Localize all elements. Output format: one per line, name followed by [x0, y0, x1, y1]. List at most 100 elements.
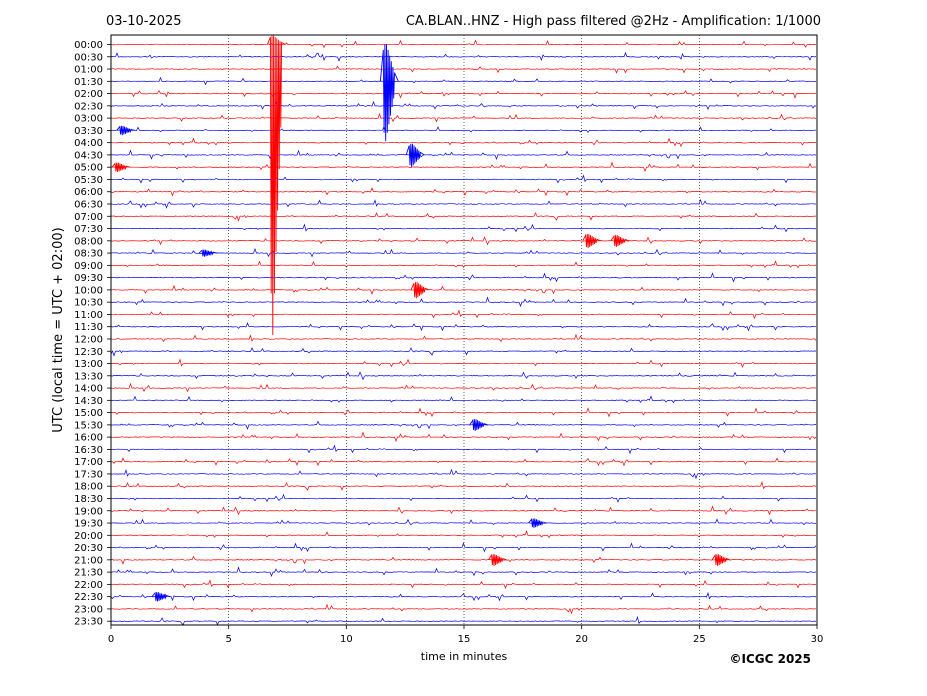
trace-row-0600 [110, 187, 817, 197]
y-tick-label-0800: 08:00 [74, 236, 103, 247]
trace-group [110, 35, 817, 626]
trace-row-1930 [110, 518, 817, 526]
y-tick-label-1900: 19:00 [74, 506, 103, 517]
trace-row-1600 [110, 431, 817, 442]
y-tick-label-1130: 11:30 [74, 322, 103, 333]
y-tick-label-1730: 17:30 [74, 469, 103, 480]
copyright-label: ©ICGC 2025 [729, 652, 811, 666]
y-tick-label-2130: 21:30 [74, 568, 103, 579]
trace-row-1000 [110, 284, 817, 295]
y-tick-label-0230: 02:30 [74, 101, 103, 112]
trace-row-0030 [110, 51, 817, 62]
trace-row-1900 [110, 505, 817, 516]
trace-row-2330 [110, 616, 817, 626]
trace-row-1700 [110, 457, 817, 467]
chart-date: 03-10-2025 [106, 14, 182, 29]
x-axis-label: time in minutes [421, 650, 508, 663]
trace-row-2230 [110, 591, 817, 602]
trace-row-2030 [110, 542, 817, 553]
y-tick-label-1000: 10:00 [74, 285, 103, 296]
event-spike-3 [111, 162, 131, 173]
trace-row-1130 [110, 322, 817, 332]
trace-row-2100 [110, 555, 817, 565]
grid-group [228, 35, 700, 625]
trace-row-1230 [110, 347, 817, 357]
y-tick-label-1400: 14:00 [74, 384, 103, 395]
trace-row-0000 [110, 39, 817, 49]
trace-row-1800 [110, 481, 817, 491]
y-tick-label-1300: 13:00 [74, 359, 103, 370]
trace-row-0300 [110, 112, 817, 123]
trace-row-1200 [110, 333, 817, 343]
y-tick-label-1700: 17:00 [74, 457, 103, 468]
trace-row-2130 [110, 566, 817, 577]
event-spike-7 [198, 249, 218, 257]
event-spike-10 [528, 518, 547, 528]
trace-row-0430 [110, 149, 817, 160]
trace-row-1100 [110, 309, 817, 320]
y-tick-label-0030: 00:30 [74, 52, 103, 63]
y-tick-label-1800: 18:00 [74, 482, 103, 493]
y-tick-label-0100: 01:00 [74, 65, 103, 76]
event-spike-2 [116, 125, 135, 136]
event-spike-4 [405, 143, 425, 167]
trace-row-0730 [110, 223, 817, 233]
event-spike-6 [610, 234, 630, 247]
y-tick-label-0600: 06:00 [74, 187, 103, 198]
y-tick-label-0300: 03:00 [74, 114, 103, 125]
trace-row-2200 [110, 579, 817, 590]
y-tick-label-0700: 07:00 [74, 212, 103, 223]
x-tick-label-30: 30 [811, 634, 824, 645]
trace-row-1030 [110, 296, 817, 307]
y-tick-label-0900: 09:00 [74, 261, 103, 272]
trace-row-1500 [110, 407, 817, 418]
y-tick-label-2100: 21:00 [74, 555, 103, 566]
trace-row-1430 [110, 395, 817, 404]
trace-row-0930 [110, 272, 817, 283]
y-tick-label-2230: 22:30 [74, 592, 103, 603]
trace-row-0800 [110, 236, 817, 246]
y-tick-label-0200: 02:00 [74, 89, 103, 100]
trace-row-1730 [110, 468, 817, 480]
trace-row-0630 [110, 198, 817, 209]
y-tick-label-1830: 18:30 [74, 494, 103, 505]
y-tick-label-1330: 13:30 [74, 371, 103, 382]
y-tick-label-0930: 09:30 [74, 273, 103, 284]
trace-row-0200 [111, 89, 816, 99]
trace-row-2000 [110, 530, 817, 539]
y-tick-label-1430: 14:30 [74, 396, 103, 407]
trace-row-0700 [110, 212, 817, 222]
y-tick-label-0400: 04:00 [74, 138, 103, 149]
trace-row-0130 [110, 76, 817, 86]
y-tick-label-1230: 12:30 [74, 347, 103, 358]
y-tick-label-2000: 20:00 [74, 531, 103, 542]
trace-row-0900 [110, 260, 817, 269]
x-tick-label-10: 10 [340, 634, 353, 645]
y-tick-label-1600: 16:00 [74, 433, 103, 444]
x-tick-group: 0 5 10 15 20 25 30 [108, 625, 824, 645]
chart-title: CA.BLAN..HNZ - High pass filtered @2Hz -… [406, 14, 821, 29]
y-tick-label-1530: 15:30 [74, 420, 103, 431]
y-tick-label-2300: 23:00 [74, 604, 103, 615]
trace-row-0330 [110, 125, 817, 133]
y-tick-label-0130: 01:30 [74, 77, 103, 88]
event-spike-13 [151, 591, 171, 602]
trace-row-1530 [110, 420, 816, 430]
y-tick-label-0430: 04:30 [74, 150, 103, 161]
event-spike-9 [469, 418, 488, 431]
y-tick-label-1630: 16:30 [74, 445, 103, 456]
y-tick-label-0830: 08:30 [74, 249, 103, 260]
y-tick-label-1200: 12:00 [74, 334, 103, 345]
x-tick-label-0: 0 [108, 634, 114, 645]
x-tick-label-15: 15 [458, 634, 471, 645]
trace-row-0830 [110, 247, 817, 258]
event-spike-0 [266, 35, 286, 336]
event-spike-5 [582, 233, 601, 249]
y-axis-label: UTC (local time = UTC + 02:00) [51, 227, 66, 432]
trace-row-0230 [110, 100, 817, 110]
trace-row-2300 [110, 603, 817, 615]
event-spike-8 [410, 282, 430, 299]
y-tick-label-0630: 06:30 [74, 200, 103, 211]
trace-row-0400 [110, 137, 817, 148]
